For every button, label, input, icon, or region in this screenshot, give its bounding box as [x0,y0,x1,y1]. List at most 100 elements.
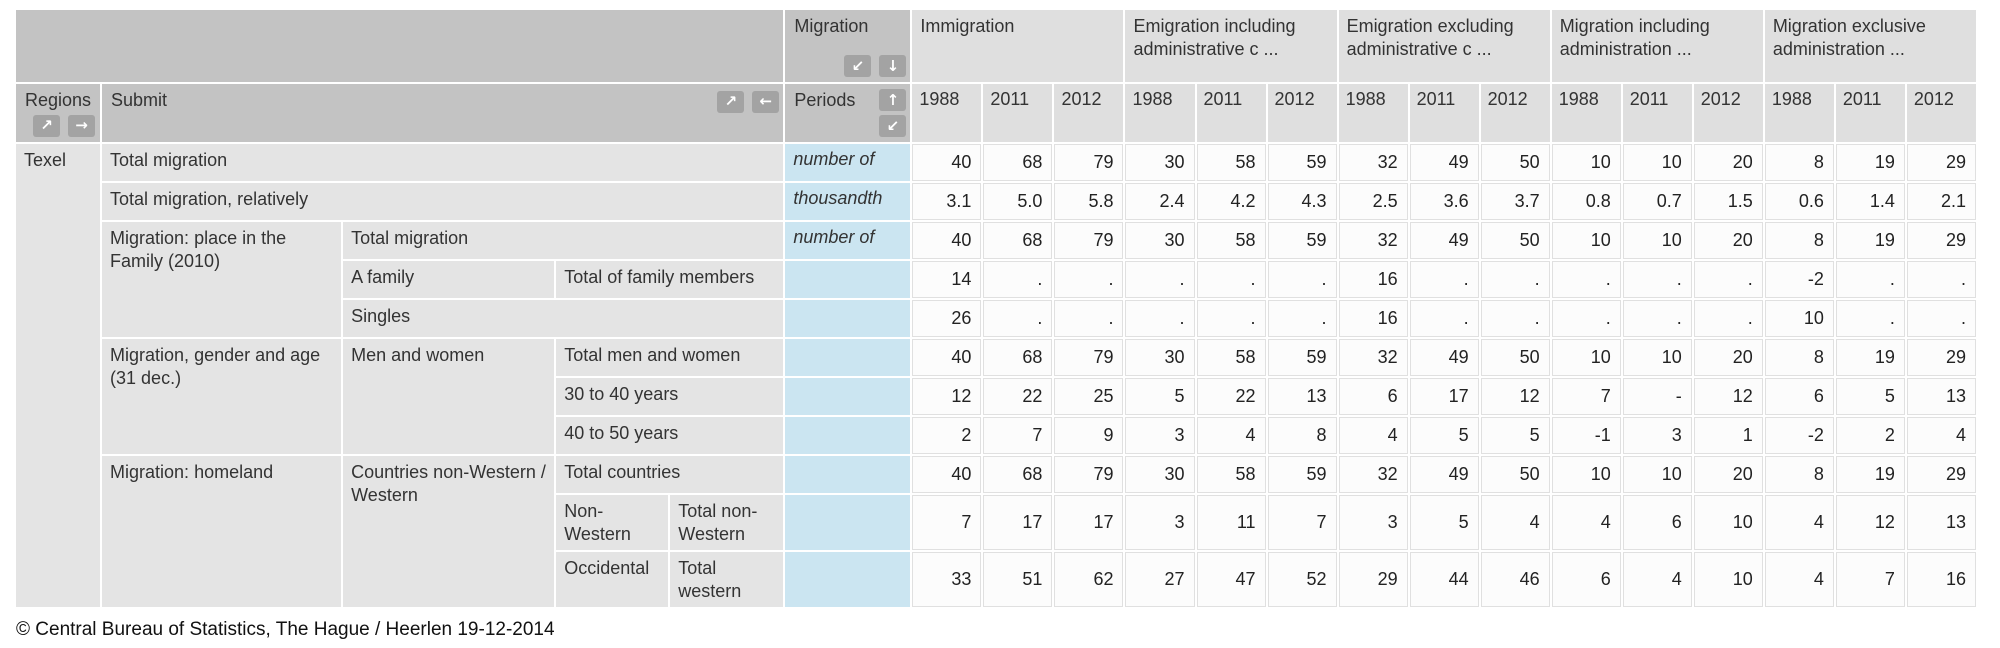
unit-cell [785,339,911,376]
value-cell: 6 [1764,378,1834,415]
value-cell: . [1409,261,1479,298]
year-header-g0-2012: 2012 [1054,84,1124,142]
value-cell: . [1622,261,1692,298]
value-cell: . [1196,300,1266,337]
stub-cell: Total countries [556,456,784,493]
value-cell: 4 [1764,495,1834,550]
value-cell: 68 [983,456,1053,493]
value-cell: 20 [1693,144,1763,181]
value-cell: 12 [1835,495,1905,550]
value-cell: -2 [1764,261,1834,298]
migration-move-down-icon[interactable]: ↓ [879,55,907,77]
unit-cell [785,378,911,415]
migration-move-down-left-icon[interactable]: ↙ [844,55,872,77]
value-cell: 16 [1338,261,1408,298]
value-cell: 13 [1906,495,1976,550]
regions-pivot-cell: Regions ↗ → [16,84,101,142]
column-group-migration-including: Migration including administration ... [1551,10,1763,82]
table-row: Total migration, relatively thousandth 3.1… [16,183,1976,220]
value-cell: 7 [983,417,1053,454]
value-cell: 10 [1551,144,1621,181]
value-cell: 5 [1409,417,1479,454]
value-cell: . [1693,300,1763,337]
value-cell: 68 [983,339,1053,376]
year-header-g2-2011: 2011 [1409,84,1479,142]
unit-cell [785,300,911,337]
value-cell: 22 [1196,378,1266,415]
value-cell: 5 [1480,417,1550,454]
stub-cell: Total migration [343,222,784,259]
value-cell: 8 [1764,222,1834,259]
value-cell: 40 [912,456,982,493]
value-cell: 3 [1622,417,1692,454]
corner-cell [16,10,784,82]
stub-cell: 30 to 40 years [556,378,784,415]
value-cell: . [1409,300,1479,337]
stub-cell: A family [343,261,555,298]
stub-cell: Migration: place in the Family (2010) [102,222,342,337]
value-cell: 17 [983,495,1053,550]
value-cell: 3 [1125,495,1195,550]
unit-cell [785,417,911,454]
value-cell: 10 [1764,300,1834,337]
year-header-g2-1988: 1988 [1338,84,1408,142]
value-cell: 3 [1125,417,1195,454]
value-cell: 10 [1622,339,1692,376]
statistics-table: Migration ↙ ↓ Immigration Emigration inc… [14,8,1978,609]
value-cell: 40 [912,222,982,259]
year-header-g3-2011: 2011 [1622,84,1692,142]
value-cell: 12 [912,378,982,415]
regions-move-up-right-icon[interactable]: ↗ [33,114,61,137]
value-cell: 2.1 [1906,183,1976,220]
year-header-g4-2012: 2012 [1906,84,1976,142]
value-cell: 4 [1764,552,1834,607]
value-cell: . [1622,300,1692,337]
value-cell: . [1906,300,1976,337]
value-cell: 4.2 [1196,183,1266,220]
periods-move-up-icon[interactable]: ↑ [879,89,907,111]
value-cell: 50 [1480,222,1550,259]
value-cell: 1.5 [1693,183,1763,220]
submit-move-left-icon[interactable]: ← [752,90,780,113]
value-cell: 46 [1480,552,1550,607]
value-cell: 10 [1551,339,1621,376]
value-cell: 10 [1551,222,1621,259]
value-cell: 25 [1054,378,1124,415]
periods-move-down-left-icon[interactable]: ↙ [879,115,907,137]
value-cell: 59 [1267,339,1337,376]
submit-move-up-right-icon[interactable]: ↗ [717,90,745,113]
value-cell: 3.6 [1409,183,1479,220]
value-cell: 4 [1338,417,1408,454]
value-cell: 2.5 [1338,183,1408,220]
value-cell: 4 [1480,495,1550,550]
column-group-migration-exclusive: Migration exclusive administration ... [1764,10,1976,82]
value-cell: 6 [1622,495,1692,550]
value-cell: 52 [1267,552,1337,607]
stub-cell: Singles [343,300,784,337]
column-group-emigration-excluding: Emigration excluding administrative c ..… [1338,10,1550,82]
value-cell: 4.3 [1267,183,1337,220]
column-group-emigration-including: Emigration including administrative c ..… [1125,10,1337,82]
value-cell: . [1906,261,1976,298]
value-cell: 12 [1480,378,1550,415]
year-header-g2-2012: 2012 [1480,84,1550,142]
stub-cell: Migration, gender and age (31 dec.) [102,339,342,454]
value-cell: 33 [912,552,982,607]
value-cell: 29 [1906,222,1976,259]
stub-cell: Total western [670,552,784,607]
value-cell: . [1054,261,1124,298]
value-cell: 11 [1196,495,1266,550]
stub-cell: Occidental [556,552,669,607]
value-cell: 7 [912,495,982,550]
value-cell: 22 [983,378,1053,415]
value-cell: . [1480,300,1550,337]
regions-move-right-icon[interactable]: → [68,114,96,137]
migration-pivot-cell: Migration ↙ ↓ [785,10,911,82]
submit-pivot-cell: Submit ↗ ← [102,84,784,142]
table-row: Non-Western Total non-Western 7 17 17 3 11 7 3 5 4… [16,495,1976,550]
value-cell: 32 [1338,144,1408,181]
value-cell: 2.4 [1125,183,1195,220]
table-row: Migration: homeland Countries non-Western… [16,456,1976,607]
value-cell: 58 [1196,339,1266,376]
